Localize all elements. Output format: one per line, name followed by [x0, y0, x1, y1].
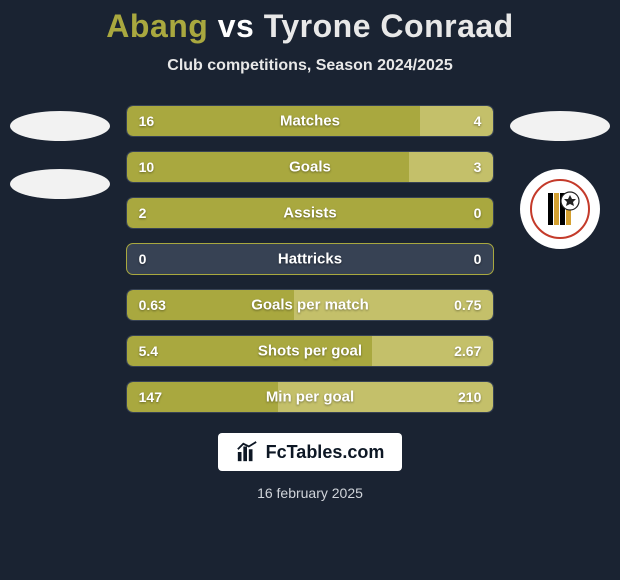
- stat-left-segment: [127, 152, 409, 182]
- stat-right-value: 3: [474, 159, 482, 175]
- stat-right-value: 0.75: [454, 297, 481, 313]
- stat-bars: 16 4 Matches 10 3 Goals 2 0 Assists 0 0 Hattricks 0.…: [126, 105, 495, 413]
- club-badge-icon: [530, 179, 590, 239]
- stat-label: Hattricks: [278, 251, 342, 268]
- stat-right-value: 0: [474, 205, 482, 221]
- stat-left-value: 16: [139, 113, 155, 129]
- stat-right-value: 2.67: [454, 343, 481, 359]
- stat-left-value: 2: [139, 205, 147, 221]
- stat-left-segment: [127, 106, 420, 136]
- player2-name: Tyrone Conraad: [264, 8, 514, 44]
- player2-photo-placeholder: [510, 111, 610, 141]
- brand-text: FcTables.com: [266, 442, 385, 463]
- stat-row: 0 0 Hattricks: [126, 243, 495, 275]
- stat-row: 16 4 Matches: [126, 105, 495, 137]
- stat-label: Shots per goal: [258, 343, 362, 360]
- stat-left-value: 0: [139, 251, 147, 267]
- vs-separator: vs: [218, 8, 255, 44]
- subtitle: Club competitions, Season 2024/2025: [0, 57, 620, 75]
- stat-label: Goals per match: [251, 297, 369, 314]
- stat-right-segment: [420, 106, 493, 136]
- stat-left-value: 147: [139, 389, 162, 405]
- comparison-card: Abang vs Tyrone Conraad Club competition…: [0, 0, 620, 580]
- stat-right-value: 0: [474, 251, 482, 267]
- player1-photo-placeholder: [10, 111, 110, 141]
- page-title: Abang vs Tyrone Conraad: [0, 8, 620, 45]
- stat-label: Matches: [280, 113, 340, 130]
- player1-name: Abang: [106, 8, 208, 44]
- stat-row: 5.4 2.67 Shots per goal: [126, 335, 495, 367]
- stat-row: 0.63 0.75 Goals per match: [126, 289, 495, 321]
- stat-row: 10 3 Goals: [126, 151, 495, 183]
- brand-badge: FcTables.com: [218, 433, 403, 471]
- stat-label: Min per goal: [266, 389, 354, 406]
- content-row: 16 4 Matches 10 3 Goals 2 0 Assists 0 0 Hattricks 0.…: [0, 105, 620, 413]
- stat-label: Goals: [289, 159, 331, 176]
- right-side-column: [506, 105, 614, 249]
- stat-right-value: 4: [474, 113, 482, 129]
- footer-date: 16 february 2025: [257, 485, 363, 501]
- player1-club-placeholder: [10, 169, 110, 199]
- stat-row: 147 210 Min per goal: [126, 381, 495, 413]
- left-side-column: [6, 105, 114, 199]
- stat-right-value: 210: [458, 389, 481, 405]
- stat-left-value: 0.63: [139, 297, 166, 313]
- footer: FcTables.com 16 february 2025: [0, 433, 620, 501]
- player2-club-badge: [520, 169, 600, 249]
- stat-row: 2 0 Assists: [126, 197, 495, 229]
- stat-left-value: 5.4: [139, 343, 158, 359]
- stat-left-value: 10: [139, 159, 155, 175]
- stat-label: Assists: [283, 205, 336, 222]
- bars-icon: [236, 441, 258, 463]
